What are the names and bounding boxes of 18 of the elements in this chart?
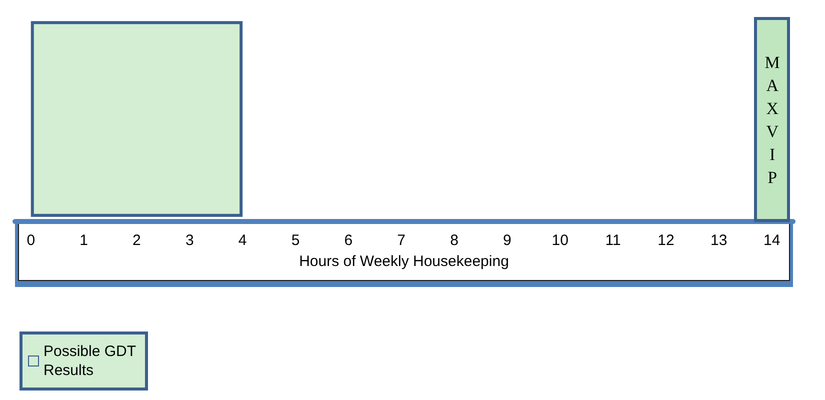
x-tick-label: 0 xyxy=(26,232,36,249)
x-tick-label: 13 xyxy=(710,232,728,249)
x-tick-label: 12 xyxy=(658,232,674,249)
x-tick-label: 9 xyxy=(503,232,512,249)
x-tick-label: 5 xyxy=(291,232,300,249)
x-tick-label: 7 xyxy=(397,232,406,249)
x-tick-label: 6 xyxy=(344,232,353,249)
legend-label: Possible GDT Results xyxy=(44,343,140,379)
x-tick-label: 2 xyxy=(132,232,141,249)
x-tick-label: 3 xyxy=(185,232,194,249)
x-tick-label: 11 xyxy=(605,232,621,249)
x-axis-title: Hours of Weekly Housekeeping xyxy=(299,253,509,270)
x-tick-label: 1 xyxy=(80,232,88,249)
x-tick-label: 4 xyxy=(238,232,247,249)
x-tick-label: 8 xyxy=(450,232,458,249)
ref-line-label: MAXVIP xyxy=(762,53,783,191)
x-tick-label: 10 xyxy=(552,232,568,249)
x-tick-label: 14 xyxy=(763,232,780,249)
